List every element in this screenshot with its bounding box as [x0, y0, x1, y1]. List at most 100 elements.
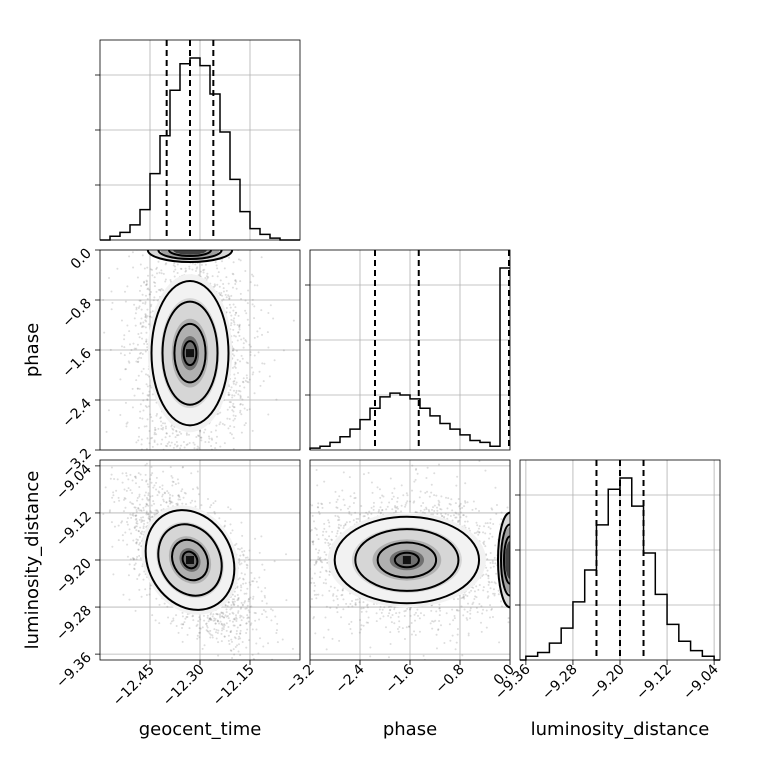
- sample-point: [232, 437, 235, 440]
- sample-point: [194, 505, 197, 508]
- sample-point: [232, 402, 235, 405]
- sample-point: [460, 605, 463, 608]
- sample-point: [198, 636, 201, 639]
- sample-point: [123, 334, 126, 337]
- sample-point: [244, 339, 247, 342]
- sample-point: [325, 530, 328, 533]
- sample-point: [209, 613, 212, 616]
- sample-point: [182, 441, 185, 444]
- sample-point: [174, 265, 177, 268]
- sample-point: [112, 242, 114, 244]
- sample-point: [218, 292, 221, 295]
- sample-point: [183, 621, 186, 624]
- sample-point: [139, 557, 142, 560]
- sample-point: [138, 387, 141, 390]
- sample-point: [166, 605, 169, 608]
- sample-point: [203, 183, 205, 185]
- sample-point: [155, 476, 158, 479]
- sample-point: [232, 624, 235, 627]
- sample-point: [139, 351, 142, 354]
- sample-point: [125, 425, 128, 428]
- sample-point: [248, 611, 251, 614]
- sample-point: [336, 506, 339, 509]
- sample-point: [243, 407, 246, 410]
- sample-point: [233, 406, 236, 409]
- sample-point: [218, 517, 221, 520]
- sample-point: [245, 607, 248, 610]
- sample-point: [252, 275, 255, 278]
- sample-point: [164, 263, 167, 266]
- sample-point: [146, 374, 149, 377]
- sample-point: [165, 501, 168, 504]
- sample-point: [126, 285, 129, 288]
- sample-point: [227, 235, 229, 237]
- sample-point: [215, 612, 218, 615]
- sample-point: [147, 287, 150, 290]
- sample-point: [207, 276, 210, 279]
- sample-point: [201, 626, 204, 629]
- sample-point: [128, 563, 131, 566]
- sample-point: [186, 490, 188, 492]
- sample-point: [163, 247, 165, 249]
- sample-point: [171, 494, 174, 497]
- sample-point: [251, 628, 254, 631]
- sample-point: [244, 556, 247, 559]
- sample-point: [522, 575, 524, 577]
- sample-point: [164, 444, 167, 447]
- sample-point: [262, 609, 265, 612]
- sample-point: [148, 498, 151, 501]
- sample-point: [219, 616, 222, 619]
- sample-point: [232, 273, 235, 276]
- sample-point: [231, 598, 234, 601]
- sample-point: [171, 484, 174, 487]
- sample-point: [153, 439, 156, 442]
- sample-point: [162, 426, 165, 429]
- sample-point: [148, 442, 151, 445]
- sample-point: [144, 588, 147, 591]
- histogram-step: [100, 57, 300, 241]
- sample-point: [146, 298, 149, 301]
- sample-point: [135, 525, 138, 528]
- sample-point: [282, 349, 285, 352]
- sample-point: [234, 645, 237, 648]
- sample-point: [234, 306, 237, 309]
- sample-point: [144, 314, 147, 317]
- sample-point: [144, 464, 147, 467]
- sample-point: [249, 596, 252, 599]
- sample-point: [142, 527, 145, 530]
- sample-point: [256, 284, 259, 287]
- sample-point: [225, 608, 228, 611]
- sample-point: [244, 379, 247, 382]
- sample-point: [240, 606, 243, 609]
- sample-point: [145, 593, 148, 596]
- sample-point: [238, 635, 241, 638]
- sample-point: [171, 427, 174, 430]
- sample-point: [185, 616, 188, 619]
- sample-point: [472, 586, 475, 589]
- sample-point: [244, 422, 247, 425]
- sample-point: [261, 599, 264, 602]
- sample-point: [220, 623, 223, 626]
- sample-point: [135, 441, 138, 444]
- sample-point: [249, 353, 252, 356]
- sample-point: [140, 317, 143, 320]
- sample-point: [195, 267, 198, 270]
- sample-point: [217, 473, 219, 475]
- sample-point: [222, 298, 225, 301]
- sample-point: [141, 417, 144, 420]
- sample-point: [156, 299, 159, 302]
- sample-point: [137, 439, 140, 442]
- sample-point: [176, 478, 179, 481]
- sample-point: [240, 572, 243, 575]
- sample-point: [145, 503, 148, 506]
- sample-point: [123, 498, 126, 501]
- sample-point: [220, 611, 223, 614]
- sample-point: [141, 520, 144, 523]
- sample-point: [145, 279, 148, 282]
- sample-point: [140, 533, 143, 536]
- sample-point: [223, 442, 226, 445]
- sample-point: [253, 336, 256, 339]
- sample-point: [240, 521, 243, 524]
- sample-point: [229, 508, 232, 511]
- sample-point: [144, 301, 147, 304]
